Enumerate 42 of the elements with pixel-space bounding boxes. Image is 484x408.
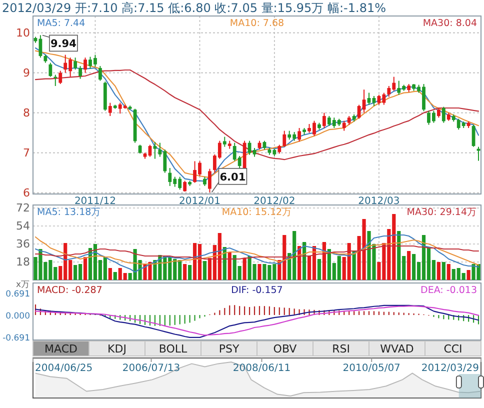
y-tick-label: 10 — [16, 26, 30, 40]
y-tick-label: 0.691 — [6, 289, 30, 300]
text: MA30: 29.14万 — [406, 207, 477, 218]
text: MA5: 13.18万 — [37, 207, 102, 218]
y-tick-label: 54 — [16, 220, 30, 232]
y-tick-label: 8 — [23, 106, 30, 120]
x-tick-label: 2004/06/25 — [35, 363, 93, 374]
text: WVAD — [380, 342, 414, 356]
x-tick-label: 2012/03 — [358, 196, 400, 207]
x-tick-label: 2008/06/11 — [232, 363, 291, 374]
text: MA10: 7.68 — [230, 18, 284, 29]
text: MACD — [44, 342, 78, 356]
text: MA30: 8.04 — [422, 18, 477, 29]
text: MA10: 15.12万 — [222, 207, 292, 218]
text: BOLL — [158, 342, 188, 356]
y-tick-label: 7 — [23, 146, 30, 160]
y-tick-label: 0.000 — [6, 312, 30, 322]
text: CCI — [444, 342, 462, 356]
y-axis-title: x万 — [16, 280, 30, 290]
x-tick-label: 2006/07/13 — [122, 363, 180, 374]
text: OBV — [273, 342, 298, 356]
x-tick-label: 2010/05/07 — [342, 363, 400, 374]
x-tick-label: 2012/02 — [254, 196, 296, 207]
y-tick-label: 36 — [16, 238, 30, 250]
y-tick-label: 18 — [16, 256, 30, 268]
series-label: DEA: -0.013 — [420, 285, 477, 296]
y-tick-label: 6 — [23, 186, 30, 200]
text: RSI — [332, 342, 350, 356]
y-tick-label: -0.691 — [2, 334, 30, 344]
y-tick-label: 72 — [16, 202, 30, 214]
x-tick-label: 2012/01 — [178, 196, 221, 207]
chart-title: 2012/03/29 开:7.10 高:7.15 低:6.80 收:7.05 量:15.95万 幅:-1.81% — [2, 1, 386, 15]
text: PSY — [218, 342, 240, 356]
y-tick-label: 9 — [23, 66, 30, 80]
x-tick-label: 2012/03/29 — [421, 363, 479, 374]
series-label: MACD: -0.287 — [37, 285, 102, 296]
text: MA5: 7.44 — [37, 18, 86, 29]
x-tick-label: 2011/12 — [74, 196, 116, 207]
annotation: 6.01 — [220, 171, 246, 184]
text: KDJ — [108, 342, 126, 356]
text: DIF: -0.157 — [231, 285, 283, 296]
annotation: 9.94 — [50, 38, 76, 50]
